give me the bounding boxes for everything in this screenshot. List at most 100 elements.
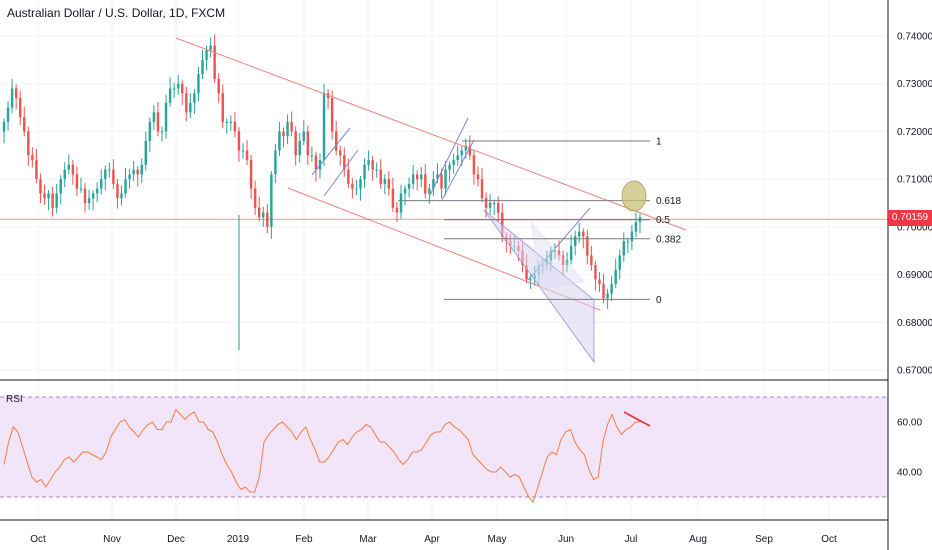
candle-body <box>590 255 593 266</box>
flag-line <box>311 127 351 176</box>
candle-body <box>213 45 216 79</box>
candle-body <box>217 78 220 94</box>
fib-label: 1 <box>656 136 662 147</box>
x-tick-label: Jun <box>558 534 574 545</box>
candle-body <box>391 188 395 208</box>
candle-body <box>193 93 196 103</box>
candle-body <box>221 93 224 122</box>
candle-body <box>79 188 83 190</box>
candle-body <box>379 169 382 184</box>
candle-body <box>104 169 107 180</box>
candle-body <box>31 155 34 161</box>
candle-body <box>602 284 605 299</box>
candle-body <box>274 150 277 175</box>
candle-body <box>371 160 374 170</box>
fib-label: 0.382 <box>656 234 681 245</box>
x-tick-label: Sep <box>755 534 773 545</box>
candle-body <box>476 174 480 180</box>
candle-body <box>306 131 310 156</box>
candle-body <box>399 193 403 213</box>
candle-body <box>310 155 314 157</box>
candle-body <box>403 188 407 194</box>
x-tick-label: Aug <box>689 534 707 545</box>
resistance-highlight <box>621 180 647 212</box>
candle-body <box>411 174 415 184</box>
candle-body <box>253 188 257 208</box>
candle-body <box>237 131 241 151</box>
candle-body <box>472 155 476 175</box>
candle-body <box>201 59 204 75</box>
rsi-divergence-line <box>623 411 651 427</box>
candle-body <box>71 164 75 175</box>
candle-body <box>610 284 613 294</box>
candle-body <box>387 179 391 189</box>
candle-body <box>322 93 326 161</box>
candle-body <box>18 98 22 118</box>
chart-title: Australian Dollar / U.S. Dollar, 1D, FXC… <box>7 6 226 20</box>
x-tick-label: Dec <box>167 534 185 545</box>
candle-body <box>225 121 229 123</box>
candle-body <box>355 188 358 190</box>
candle-body <box>257 207 261 218</box>
rsi-panel: RSI <box>0 394 888 503</box>
candle-body <box>39 179 42 194</box>
candle-body <box>100 179 103 189</box>
candle-body <box>606 293 609 299</box>
y-tick-label: 0.71000 <box>897 175 932 186</box>
candle-body <box>314 155 318 170</box>
x-tick-label: Apr <box>424 534 440 545</box>
candle-body <box>128 174 131 180</box>
candle-body <box>630 231 634 242</box>
candle-body <box>456 155 459 161</box>
candle-body <box>116 183 119 199</box>
candle-body <box>152 112 156 122</box>
y-tick-label: 0.70000 <box>897 222 932 233</box>
candle-body <box>124 179 127 194</box>
rsi-line <box>3 408 640 503</box>
candle-body <box>347 169 350 184</box>
candle-body <box>330 98 334 132</box>
x-tick-label: Oct <box>821 534 837 545</box>
candle-body <box>598 279 601 285</box>
candle-body <box>229 121 233 123</box>
fib-label: 0 <box>656 295 662 306</box>
candle-body <box>140 164 143 175</box>
x-tick-label: Mar <box>359 534 377 545</box>
candle-body <box>420 174 423 180</box>
candle-body <box>108 169 111 171</box>
candle-body <box>136 169 139 175</box>
candle-body <box>168 88 172 103</box>
candle-body <box>176 83 180 89</box>
fib-label: 0.5 <box>656 215 670 226</box>
y-tick-label: 0.68000 <box>897 318 932 329</box>
candle-body <box>156 112 160 132</box>
y-tick-label: 0.72000 <box>897 127 932 138</box>
x-tick-label: 2019 <box>227 534 250 545</box>
candle-body <box>452 160 455 165</box>
candle-body <box>262 212 265 218</box>
candle-body <box>436 174 439 180</box>
flag-line <box>323 149 359 197</box>
candle-body <box>339 150 342 156</box>
candle-body <box>578 231 581 237</box>
candles <box>2 34 642 350</box>
candle-body <box>59 179 62 194</box>
candle-body <box>266 212 269 227</box>
x-tick-label: Oct <box>30 534 46 545</box>
candle-body <box>91 193 95 199</box>
flag-line <box>441 139 475 201</box>
candle-body <box>87 198 91 203</box>
candle-body <box>189 102 192 113</box>
candle-body <box>634 222 638 232</box>
candle-body <box>298 140 301 156</box>
candle-body <box>525 265 528 280</box>
candle-body <box>618 255 621 270</box>
flag-line <box>429 117 469 196</box>
candle-body <box>565 260 569 266</box>
candle-body <box>573 236 577 246</box>
fib-label: 0.618 <box>656 196 681 207</box>
candle-body <box>582 231 585 237</box>
y-tick-label: 0.74000 <box>897 32 932 43</box>
